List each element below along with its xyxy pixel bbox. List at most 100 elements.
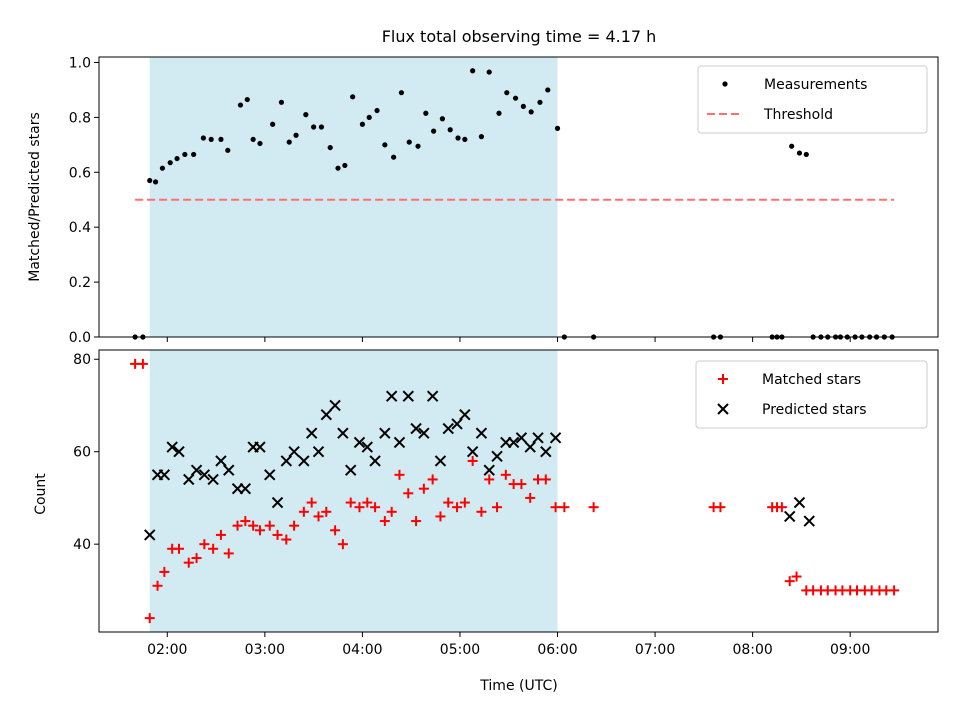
- matched-point: [321, 506, 332, 517]
- ytick-label: 0.6: [69, 165, 91, 181]
- matched-point: [223, 548, 234, 559]
- legend-label: Threshold: [763, 107, 833, 123]
- matched-point: [173, 543, 184, 554]
- matched-point: [411, 516, 422, 527]
- matched-point: [191, 553, 202, 564]
- ylabel-bottom: Count: [33, 473, 49, 515]
- predicted-point: [475, 427, 488, 439]
- measurement-point: [350, 94, 356, 100]
- matched-point: [492, 502, 503, 513]
- measurement-point: [311, 124, 317, 130]
- matched-point: [306, 497, 317, 508]
- observing-span: [149, 57, 558, 337]
- measurement-point: [789, 143, 795, 149]
- predicted-point: [215, 455, 227, 467]
- matched-point: [427, 474, 438, 485]
- predicted-point: [532, 432, 544, 444]
- legend-label: Predicted stars: [762, 402, 867, 418]
- predicted-point: [410, 422, 422, 435]
- predicted-point: [426, 390, 439, 402]
- predicted-point: [418, 427, 430, 439]
- measurement-point: [504, 90, 510, 96]
- predicted-point: [344, 464, 357, 476]
- measurement-point: [803, 151, 809, 158]
- predicted-point: [466, 445, 479, 458]
- measurement-point: [342, 162, 348, 169]
- ytick-label: 0.2: [69, 275, 91, 291]
- xlabel-bottom: Time (UTC): [479, 678, 557, 694]
- measurement-point: [537, 99, 543, 105]
- axes-frame: [98, 56, 939, 338]
- legend-top: Measurements Threshold: [697, 65, 928, 134]
- matched-point: [281, 534, 292, 545]
- predicted-point: [507, 436, 520, 449]
- count-points: [130, 358, 900, 624]
- ylabel-top: Matched/Predicted stars: [27, 112, 43, 282]
- matched-point: [459, 497, 470, 508]
- matched-point: [467, 455, 478, 466]
- xtick-label: 06:00: [537, 642, 577, 658]
- matched-point: [443, 497, 454, 508]
- observing-span: [149, 350, 558, 632]
- measurement-point: [208, 136, 214, 142]
- measurement-point: [359, 121, 366, 127]
- matched-point: [403, 488, 414, 499]
- matched-point: [525, 492, 536, 503]
- measurement-point: [447, 127, 453, 133]
- measurement-point: [237, 102, 244, 108]
- matched-point: [394, 469, 405, 480]
- xtick-label: 07:00: [635, 642, 675, 658]
- legend-box: [695, 360, 928, 429]
- predicted-point: [223, 464, 235, 476]
- xtick-label: 09:00: [830, 642, 870, 658]
- predicted-point: [288, 445, 300, 458]
- matched-point: [159, 566, 170, 577]
- predicted-point: [183, 473, 195, 486]
- matched-point: [500, 469, 511, 480]
- matched-point: [516, 479, 527, 490]
- matched-point: [152, 580, 163, 591]
- predicted-point: [320, 409, 333, 421]
- legend-dot-icon: [722, 81, 728, 87]
- measurement-point: [478, 134, 485, 140]
- measurement-point: [244, 96, 250, 103]
- measurement-point: [327, 144, 333, 151]
- matched-point: [289, 520, 300, 531]
- measurement-point: [496, 110, 502, 116]
- measurement-point: [415, 143, 421, 149]
- measurement-point: [303, 112, 309, 118]
- predicted-point: [198, 469, 211, 481]
- measurement-points: [132, 68, 895, 340]
- matched-point: [362, 497, 373, 508]
- predicted-point: [784, 510, 796, 523]
- measurement-point: [439, 116, 446, 122]
- matched-point: [452, 502, 463, 513]
- predicted-point: [385, 390, 398, 402]
- predicted-point: [491, 450, 503, 463]
- ytick-label: 80: [73, 352, 91, 368]
- matched-point: [264, 520, 275, 531]
- legend-plus-icon: [718, 374, 728, 384]
- matched-point: [386, 506, 397, 517]
- matched-point: [791, 571, 802, 582]
- measurement-point: [147, 177, 153, 184]
- ytick-label: 60: [73, 445, 91, 461]
- measurement-point: [391, 154, 397, 160]
- measurement-point: [159, 165, 166, 171]
- measurement-point: [374, 107, 380, 114]
- matched-point: [337, 539, 348, 550]
- matched-point: [476, 506, 487, 517]
- measurement-point: [286, 139, 292, 145]
- predicted-point: [207, 473, 219, 486]
- measurement-point: [554, 125, 561, 131]
- matched-point: [354, 502, 365, 513]
- predicted-point: [442, 422, 454, 435]
- measurement-point: [406, 139, 412, 145]
- measurement-point: [545, 87, 551, 93]
- predicted-point: [312, 445, 325, 458]
- predicted-point: [483, 464, 495, 476]
- predicted-point: [803, 515, 815, 527]
- chart-title: Flux total observing time = 4.17 h: [382, 27, 657, 46]
- measurement-point: [278, 99, 285, 105]
- predicted-point: [379, 427, 391, 439]
